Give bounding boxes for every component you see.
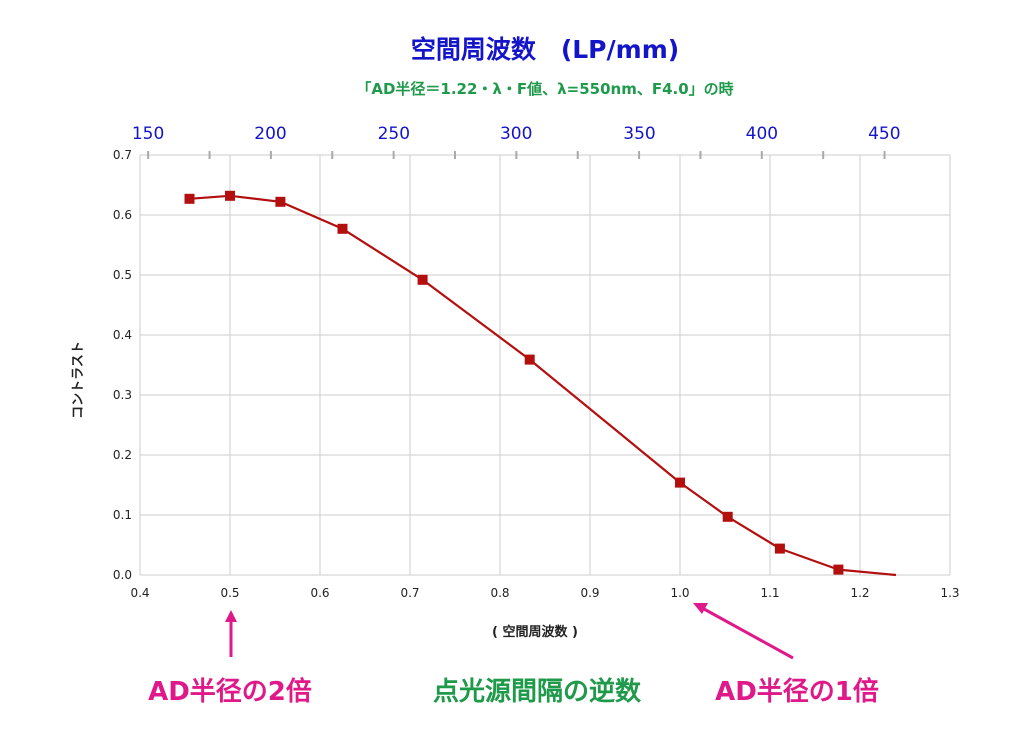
x-tick-label: 1.1	[760, 586, 779, 600]
top-axis-tick-label: 150	[132, 124, 164, 144]
x-tick-label: 1.2	[850, 586, 869, 600]
annotation-1x-label: AD半径の1倍	[715, 676, 879, 707]
data-point	[524, 354, 535, 365]
y-tick-label: 0.1	[113, 508, 132, 522]
grid	[139, 154, 951, 576]
x-tick-label: 1.3	[940, 586, 959, 600]
x-axis-label: ( 空間周波数 )	[492, 624, 578, 640]
y-tick-label: 0.3	[113, 388, 132, 402]
x-tick-label: 0.6	[310, 586, 329, 600]
x-tick-label: 0.4	[130, 586, 149, 600]
y-tick-label: 0.5	[113, 268, 132, 282]
data-point	[184, 193, 195, 204]
top-axis-tick-label: 350	[623, 124, 655, 144]
annotation-2x-label: AD半径の2倍	[148, 676, 312, 707]
data-point	[774, 543, 785, 554]
top-axis: 150 200 250 300 350 400 450	[132, 124, 901, 159]
data-point	[722, 511, 733, 522]
y-tick-label: 0.7	[113, 148, 132, 162]
data-point	[675, 477, 685, 488]
x-tick-label: 0.7	[400, 586, 419, 600]
data-point	[275, 196, 286, 207]
top-axis-tick-label: 400	[746, 124, 778, 144]
chart-subtitle: 「AD半径＝1.22・λ・F値、λ=550nm、F4.0」の時	[356, 80, 733, 98]
annotation-arrow-1x	[703, 607, 794, 660]
top-axis-tick-label: 300	[500, 124, 532, 144]
series	[184, 190, 897, 577]
y-axis-label: コントラスト	[71, 341, 86, 419]
x-tick-label: 0.9	[580, 586, 599, 600]
data-point	[417, 274, 428, 285]
annotation-arrowhead-1x	[693, 603, 708, 614]
chart-title: 空間周波数 (LP/mm)	[411, 35, 679, 64]
data-point	[225, 190, 235, 201]
top-axis-tick-label: 450	[868, 124, 900, 144]
y-tick-label: 0.4	[113, 328, 132, 342]
data-point	[833, 564, 844, 575]
x-tick-label: 0.8	[490, 586, 509, 600]
axes: 0.4 0.5 0.6 0.7 0.8 0.9 1.0 1.1 1.2 1.3 0.0 0.1 0.2 0…	[113, 148, 960, 600]
y-tick-label: 0.6	[113, 208, 132, 222]
x-tick-label: 0.5	[220, 586, 239, 600]
series-line	[189, 194, 897, 577]
y-tick-label: 0.0	[113, 568, 132, 582]
top-axis-tick-label: 200	[254, 124, 286, 144]
top-axis-tick-label: 250	[378, 124, 410, 144]
annotations: AD半径の2倍 点光源間隔の逆数 AD半径の1倍	[148, 603, 879, 707]
y-tick-label: 0.2	[113, 448, 132, 462]
x-tick-label: 1.0	[670, 586, 689, 600]
annotation-reciprocal-label: 点光源間隔の逆数	[433, 676, 642, 707]
annotation-arrowhead-2x	[225, 610, 237, 622]
data-point	[337, 223, 348, 234]
